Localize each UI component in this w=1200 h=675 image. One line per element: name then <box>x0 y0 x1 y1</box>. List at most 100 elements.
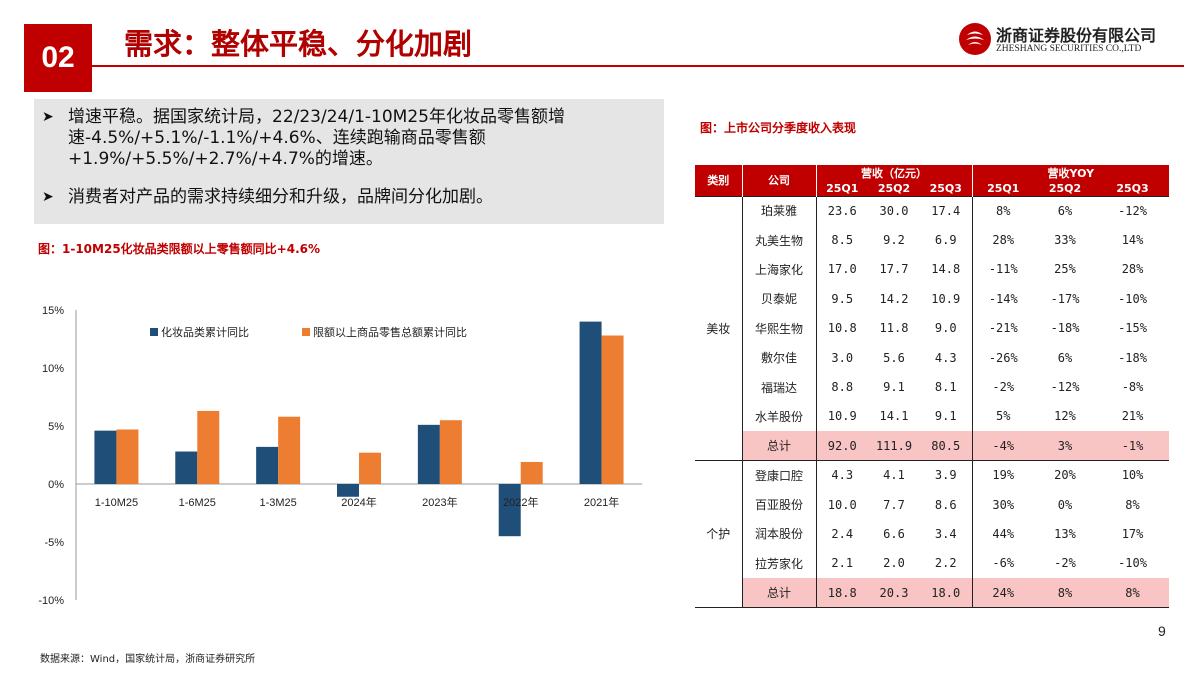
company-name: 水羊股份 <box>742 401 817 432</box>
revenue-cell: 8.6 <box>920 489 973 520</box>
x-tick-label: 1-3M25 <box>259 497 296 509</box>
revenue-cell: 10.0 <box>827 497 857 512</box>
header-quarter: 25Q1 <box>816 181 868 196</box>
revenue-cell: 2.2 <box>920 548 973 579</box>
revenue-cell: 9.2 <box>883 233 905 248</box>
bullet-text: 消费者对产品的需求持续细分和升级，品牌间分化加剧。 <box>68 187 493 207</box>
bullet-text: 增速平稳。据国家统计局，22/23/24/1-10M25年化妆品零售额增速-4.… <box>68 107 565 169</box>
company-logo: 浙商证券股份有限公司 ZHESHANG SECURITIES CO.,LTD <box>958 20 1178 60</box>
yoy-cell: -12% <box>1096 195 1170 226</box>
bar-4-1 <box>439 420 462 484</box>
revenue-cell: 14.8 <box>920 254 973 285</box>
table-row: 贝泰妮 9.5 14.2 10.9 -14% -17% -10% <box>695 284 1169 314</box>
company-name: 福瑞达 <box>742 372 817 402</box>
revenue-cell: 30.0 <box>868 195 920 226</box>
table-body: 美妆 珀莱雅 23.6 30.0 17.4 8% 6% -12% 丸美生物 8.5 9.2 6.9 28… <box>695 195 1170 608</box>
yoy-cell: -18% <box>1050 321 1080 336</box>
x-tick-label: 1-10M25 <box>95 497 138 509</box>
revenue-cell: 8.5 <box>831 233 854 248</box>
revenue-cell: 3.9 <box>920 460 973 490</box>
yoy-cell: -26% <box>988 350 1018 365</box>
yoy-cell: 44% <box>992 526 1015 541</box>
bar-3-0 <box>337 484 359 497</box>
yoy-cell: 8% <box>1034 578 1097 608</box>
revenue-cell: 4.1 <box>883 468 905 483</box>
chart-caption: 图：1-10M25化妆品类限额以上零售额同比+4.6% <box>38 242 321 256</box>
table-row: 华熙生物 10.8 11.8 9.0 -21% -18% -15% <box>695 313 1169 343</box>
yoy-cell: -15% <box>1118 321 1147 336</box>
arrow-right-icon: ➤ <box>42 189 54 205</box>
total-label: 总计 <box>742 578 817 608</box>
bar-0-0 <box>94 430 117 484</box>
yoy-cell: 17% <box>1121 526 1144 541</box>
yoy-cell: 24% <box>972 578 1035 608</box>
yoy-cell: -21% <box>988 321 1018 336</box>
retail-growth-bar-chart: -10% -5% 0% 5% 10% 15% 1-10M25 1-6M25 1-3M25 2024… <box>38 305 642 607</box>
yoy-cell: -2% <box>1054 556 1076 571</box>
header-divider <box>92 65 1184 67</box>
company-name: 润本股份 <box>742 519 817 549</box>
yoy-cell: 19% <box>992 468 1015 483</box>
revenue-cell: 111.9 <box>868 431 920 462</box>
category-cell: 美妆 <box>695 195 743 462</box>
yoy-cell: -8% <box>1121 380 1144 395</box>
y-tick-label: 15% <box>42 305 64 317</box>
source-note: 数据来源：Wind，国家统计局，浙商证券研究所 <box>40 654 256 665</box>
table-row: 百亚股份 10.0 7.7 8.6 30% 0% 8% <box>695 489 1169 520</box>
yoy-cell: 10% <box>1121 468 1144 483</box>
bar-1-0 <box>175 451 198 484</box>
yoy-cell: -6% <box>992 556 1015 571</box>
bar-3-1 <box>359 452 381 484</box>
revenue-cell: 92.0 <box>816 431 868 462</box>
company-name: 上海家化 <box>742 254 817 285</box>
company-name: 华熙生物 <box>742 313 817 343</box>
yoy-cell: -18% <box>1118 350 1147 365</box>
quarterly-revenue-table: 类别 公司 营收（亿元） 营收YOY 25Q1 25Q2 25Q3 25Q1 2… <box>695 165 1170 608</box>
revenue-cell: 7.7 <box>883 497 905 512</box>
yoy-cell: 0% <box>1057 497 1073 512</box>
revenue-cell: 80.5 <box>920 431 973 462</box>
yoy-cell: 6% <box>1057 350 1073 365</box>
revenue-cell: 20.3 <box>868 578 920 608</box>
yoy-cell: 8% <box>972 195 1035 226</box>
table-total-row: 总计 92.0 111.9 80.5 -4% 3% -1% <box>695 431 1170 462</box>
company-name: 贝泰妮 <box>742 284 817 314</box>
yoy-cell: 12% <box>1054 409 1076 424</box>
bar-5-1 <box>520 461 543 484</box>
section-number: 02 <box>41 41 75 74</box>
legend-swatch <box>150 328 158 336</box>
revenue-cell: 4.3 <box>831 468 854 483</box>
yoy-cell: 5% <box>996 409 1011 424</box>
company-name: 百亚股份 <box>742 489 817 520</box>
bar-6-0 <box>579 321 602 484</box>
table-row: 丸美生物 8.5 9.2 6.9 28% 33% 14% <box>695 225 1169 255</box>
x-tick-label: 2022年 <box>503 495 538 509</box>
revenue-cell: 5.6 <box>883 350 905 365</box>
company-name: 丸美生物 <box>742 225 817 255</box>
yoy-cell: -17% <box>1050 291 1080 306</box>
revenue-cell: 8.1 <box>920 372 973 402</box>
category-cell: 个护 <box>695 460 743 608</box>
company-name-cn: 浙商证券股份有限公司 <box>996 26 1157 45</box>
table-row: 润本股份 2.4 6.6 3.4 44% 13% 17% <box>695 519 1169 549</box>
revenue-cell: 17.7 <box>879 262 909 277</box>
header-quarter: 25Q1 <box>972 181 1035 196</box>
yoy-cell: 28% <box>992 233 1015 248</box>
yoy-cell: -12% <box>1050 380 1080 395</box>
header-revenue-group: 营收（亿元） <box>816 165 973 181</box>
yoy-cell: -10% <box>1118 291 1147 306</box>
page-number: 9 <box>1158 623 1166 639</box>
company-name-en: ZHESHANG SECURITIES CO.,LTD <box>996 44 1142 54</box>
header-quarter: 25Q3 <box>1096 181 1170 196</box>
x-tick-label: 2024年 <box>341 495 376 509</box>
summary-box: ➤ 增速平稳。据国家统计局，22/23/24/1-10M25年化妆品零售额增速-… <box>34 99 664 224</box>
revenue-cell: 11.8 <box>879 321 909 336</box>
revenue-cell: 8.8 <box>831 380 854 395</box>
arrow-right-icon: ➤ <box>42 109 54 125</box>
revenue-cell: 9.5 <box>831 291 854 306</box>
revenue-cell: 9.1 <box>920 401 973 432</box>
yoy-cell: 25% <box>1054 262 1076 277</box>
y-tick-label: 5% <box>48 421 64 433</box>
yoy-cell: 20% <box>1054 468 1076 483</box>
yoy-cell: 6% <box>1034 195 1097 226</box>
